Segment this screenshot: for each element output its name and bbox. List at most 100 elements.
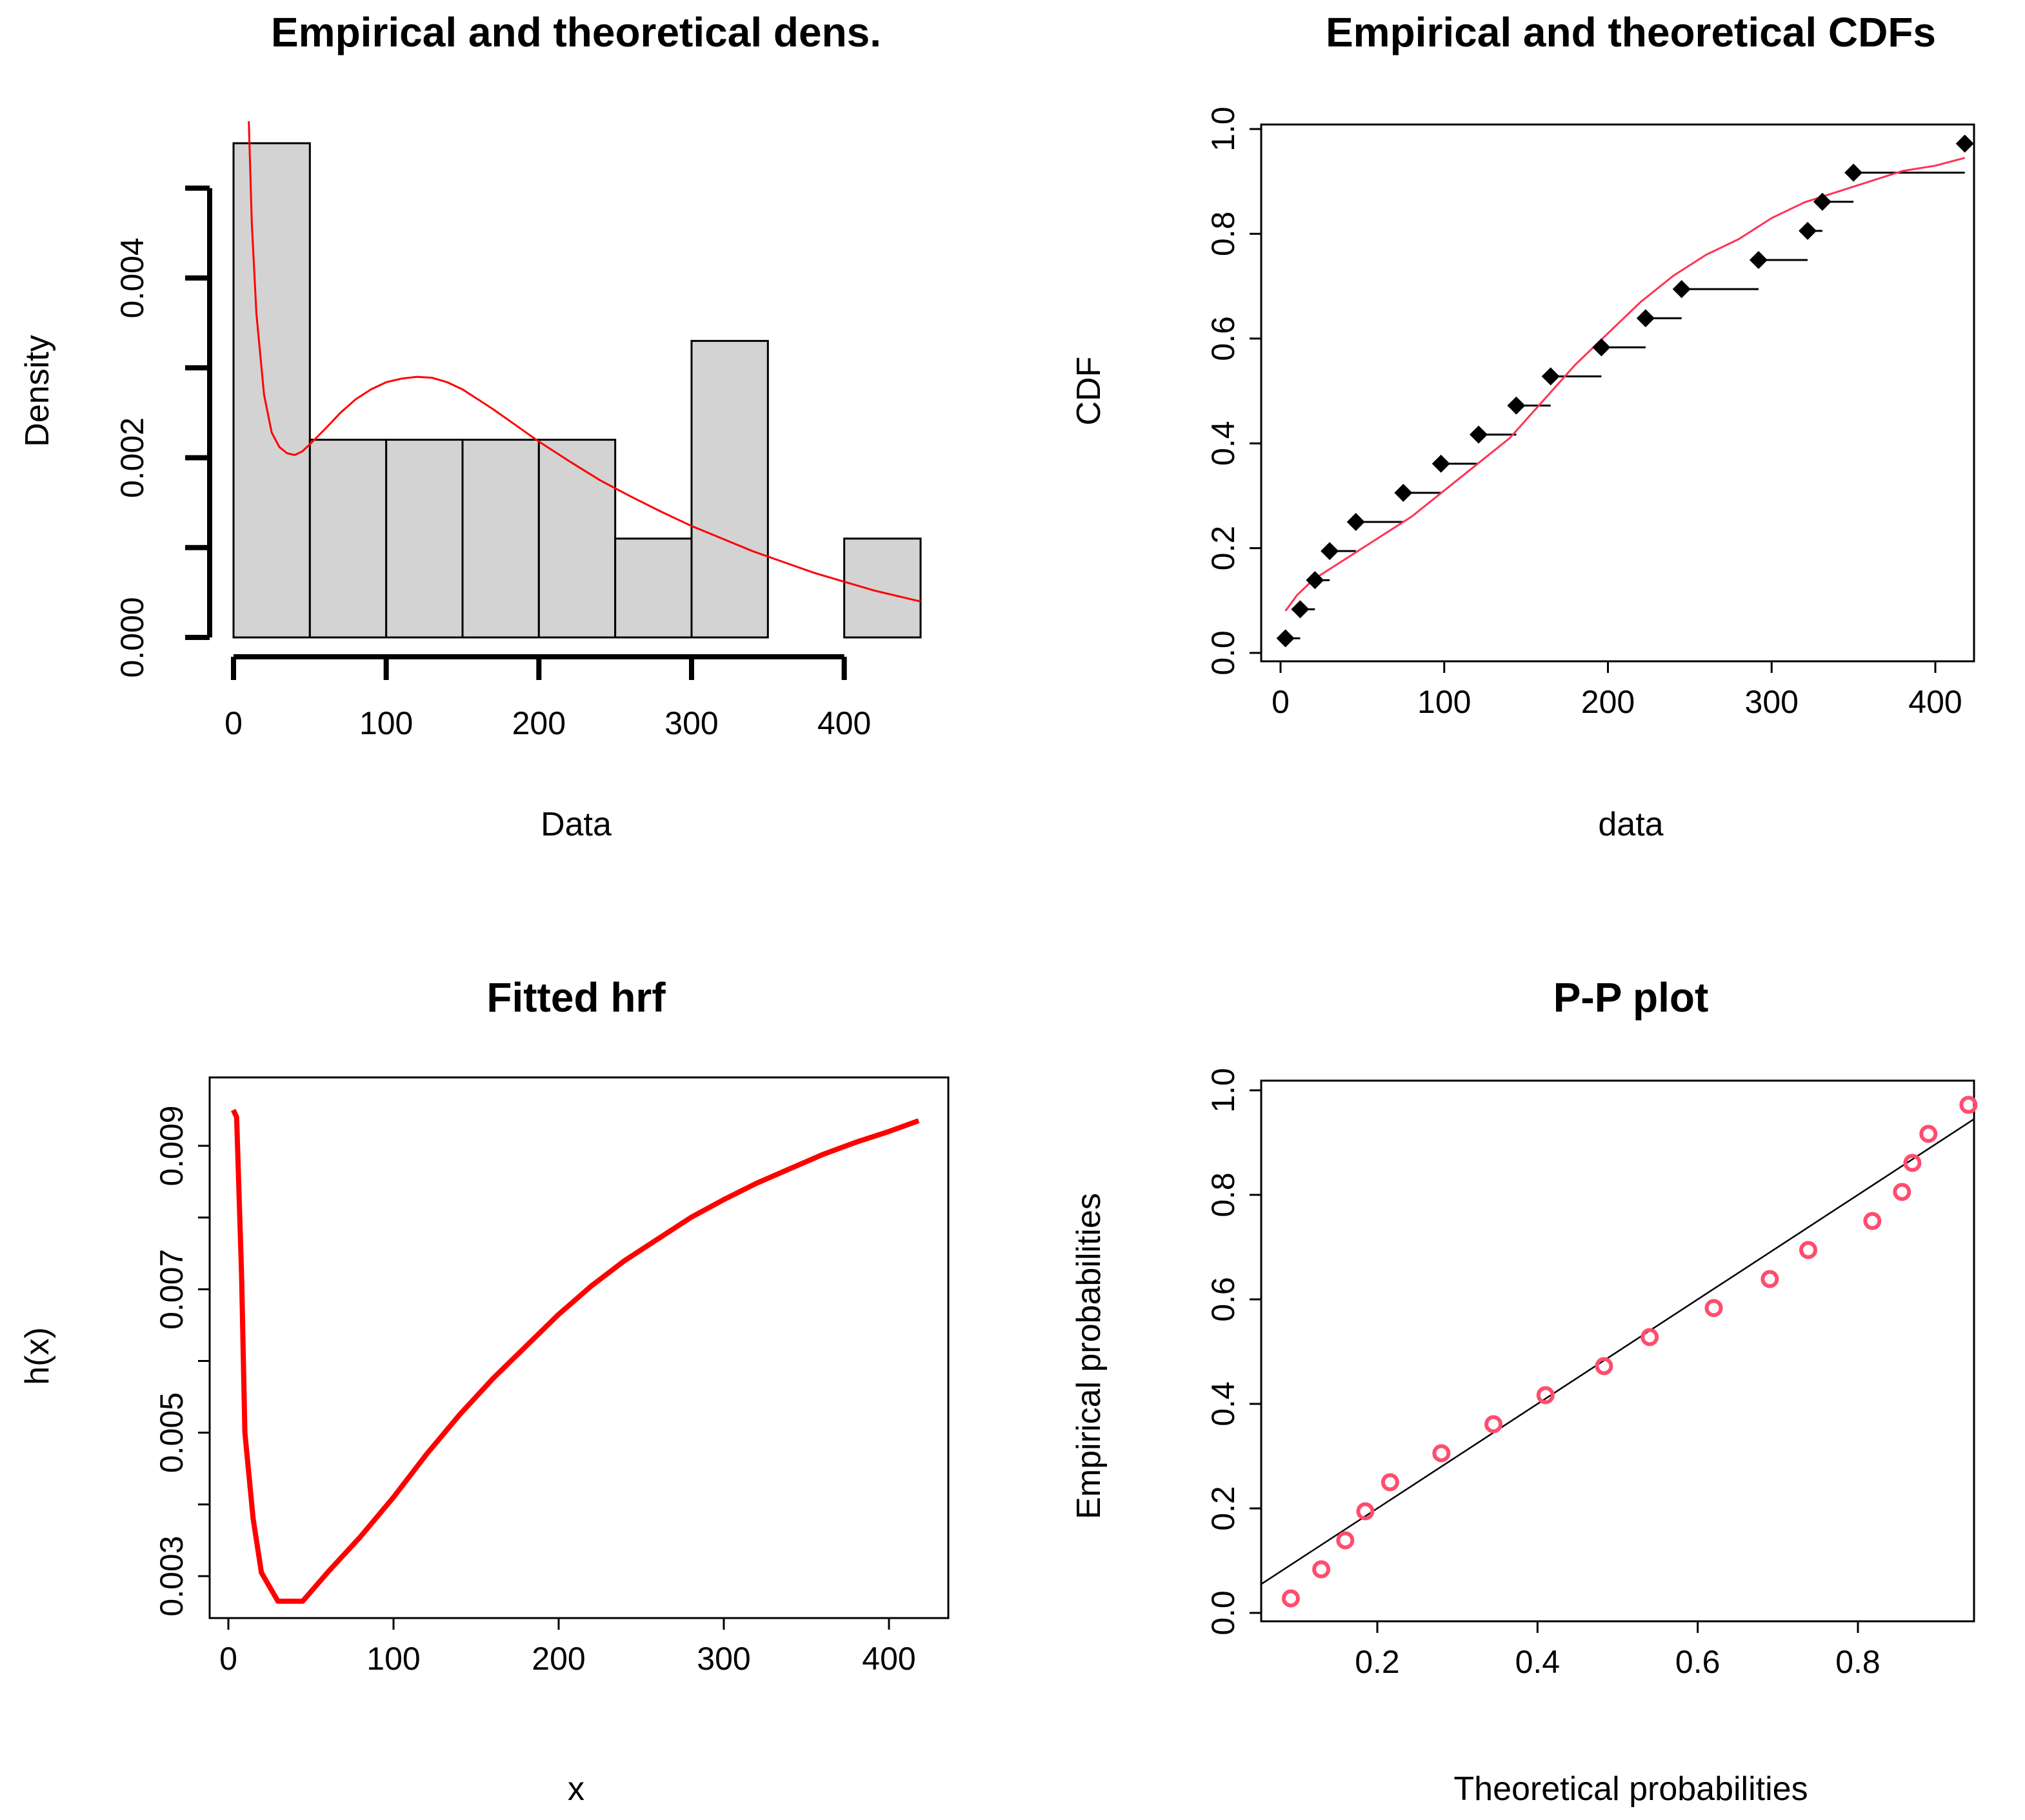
pp-y-tick-label: 0.0 [1205,1590,1241,1635]
pp-point [1893,1183,1911,1201]
pp-title: P-P plot [1553,974,1709,1021]
cdf-y-tick-label: 0.8 [1205,212,1241,257]
cdf-plot-frame [1260,123,1975,663]
cdf-y-axis: 0.0 0.2 0.4 0.6 0.8 1.0 [1205,106,1262,675]
pp-y-tick-label: 0.2 [1205,1486,1241,1531]
density-x-tick-label: 200 [512,705,566,741]
cdf-xlabel: data [1598,806,1663,843]
cdf-point [1321,542,1339,561]
cdf-point [1291,600,1310,619]
histogram-bar [232,142,311,639]
pp-xlabel: Theoretical probabilities [1453,1770,1808,1808]
cdf-point [1507,396,1526,415]
cdf-point [1799,221,1817,240]
cdf-point [1672,280,1691,299]
cdf-point [1470,425,1488,444]
cdf-point [1813,192,1831,211]
pp-point [1761,1270,1779,1288]
density-x-tick-label: 100 [359,705,413,741]
cdf-point [1276,629,1295,648]
pp-point [1312,1560,1331,1579]
density-y-tick-label: 0.004 [114,237,150,318]
density-x-tick-label: 0 [224,705,243,741]
cdf-x-tick-label: 400 [1908,684,1962,720]
density-ylabel: Density [19,335,56,446]
pp-y-axis: 0.0 0.2 0.4 0.6 0.8 1.0 [1205,1068,1262,1635]
cdf-point [1394,483,1413,502]
cdf-y-tick-label: 0.4 [1205,421,1241,466]
cdf-point [1592,338,1611,357]
cdf-panel: Empirical and theoretical CDFs data CDF … [1070,9,1975,843]
pp-panel: P-P plot Theoretical probabilities Empir… [1070,974,1978,1808]
hrf-x-tick-label: 300 [697,1641,750,1677]
density-x-tick-label: 400 [817,705,871,741]
pp-x-axis: 0.2 0.4 0.6 0.8 [1355,1620,1880,1680]
hrf-curve [231,1108,920,1604]
cdf-title: Empirical and theoretical CDFs [1326,9,1936,55]
density-x-tick-label: 300 [664,705,718,741]
hrf-panel: Fitted hrf x h(x) 0 100 200 300 400 0.0030.0… [19,974,950,1808]
pp-point [1536,1386,1555,1405]
cdf-point [1306,571,1324,590]
pp-y-tick-label: 0.6 [1205,1277,1241,1322]
density-title: Empirical and theoretical dens. [271,9,881,55]
pp-point [1595,1357,1613,1375]
histogram-bar [308,439,388,639]
hrf-y-tick-label: 0.007 [154,1249,190,1330]
cdf-point [1431,454,1450,473]
cdf-empirical-steps [1285,172,1965,639]
cdf-x-tick-label: 300 [1745,684,1799,720]
pp-x-tick-label: 0.8 [1835,1644,1880,1680]
pp-point [1903,1154,1922,1172]
hrf-y-tick-label: 0.005 [154,1392,190,1473]
cdf-ylabel: CDF [1070,357,1108,426]
cdf-y-tick-label: 1.0 [1205,106,1241,152]
histogram-bar [614,537,693,639]
hrf-x-axis: 0 100 200 300 400 [219,1617,916,1677]
cdf-y-tick-label: 0.0 [1205,630,1241,675]
hrf-x-tick-label: 0 [219,1641,237,1677]
cdf-point [1955,134,1974,153]
histogram-bar [461,439,540,639]
density-bars [232,142,922,639]
cdf-x-axis: 0 100 200 300 400 [1272,660,1962,720]
hrf-x-tick-label: 200 [532,1641,585,1677]
pp-point [1432,1444,1451,1463]
cdf-x-tick-label: 0 [1272,684,1290,720]
pp-point [1919,1125,1938,1143]
hrf-ylabel: h(x) [19,1327,56,1385]
density-y-tick-label: 0.000 [114,597,150,677]
pp-x-tick-label: 0.4 [1515,1644,1561,1680]
density-panel: Empirical and theoretical dens. Data Den… [19,9,922,843]
histogram-bar [385,439,464,639]
histogram-bar [843,537,922,639]
pp-y-tick-label: 1.0 [1205,1068,1241,1113]
pp-ylabel: Empirical probabilities [1070,1193,1108,1519]
cdf-x-tick-label: 200 [1581,684,1635,720]
pp-point [1799,1241,1818,1259]
pp-y-tick-label: 0.8 [1205,1172,1241,1217]
density-xlabel: Data [541,806,612,843]
cdf-empirical-points [1276,134,1974,648]
pp-point [1959,1095,1978,1114]
density-curve [248,121,921,603]
hrf-y-axis: 0.003 0.005 0.007 0.009 [154,1105,211,1617]
cdf-point [1749,251,1768,269]
histogram-bar [690,339,769,639]
cdf-y-tick-label: 0.6 [1205,316,1241,361]
cdf-point [1541,367,1560,386]
histogram-bar [537,439,617,639]
pp-x-tick-label: 0.2 [1355,1644,1400,1680]
pp-point [1863,1212,1882,1230]
pp-point [1704,1299,1723,1317]
pp-point [1381,1473,1399,1492]
cdf-y-tick-label: 0.2 [1205,526,1241,571]
pp-point [1641,1328,1659,1346]
pp-point [1356,1502,1375,1521]
pp-reference-line [1261,1118,1975,1585]
pp-point [1336,1531,1355,1550]
pp-x-tick-label: 0.6 [1675,1644,1721,1680]
hrf-x-tick-label: 100 [366,1641,420,1677]
cdf-x-tick-label: 100 [1417,684,1471,720]
